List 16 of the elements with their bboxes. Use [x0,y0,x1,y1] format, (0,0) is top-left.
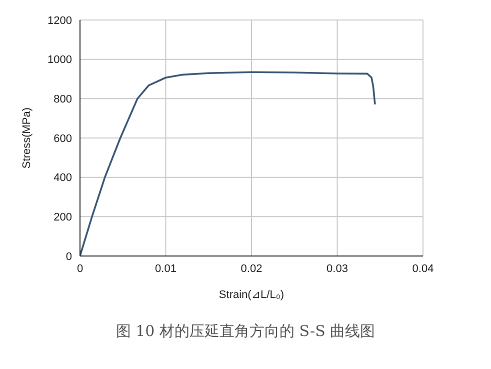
y-tick-label: 600 [54,132,72,145]
y-tick-label: 1000 [48,54,72,66]
y-tick-label: 400 [54,172,72,184]
y-axis-title: Stress(MPa) [20,107,33,169]
y-tick-label: 1200 [48,14,72,27]
x-tick-label: 0.04 [412,262,434,275]
y-tick-label: 800 [54,94,72,106]
y-tick-label: 200 [54,212,72,224]
y-tick-label: 0 [66,250,72,263]
x-tick-label: 0 [76,262,84,275]
line-series [80,71,376,256]
x-tick-label: 0.03 [326,262,348,275]
x-tick-label: 0.01 [155,262,176,275]
x-axis-title: Strain(⊿L/L₀) [218,289,284,301]
x-tick-label: 0.02 [240,262,262,275]
caption: 图 10 材的压延直角方向的 S-S 曲线图 [114,322,376,341]
